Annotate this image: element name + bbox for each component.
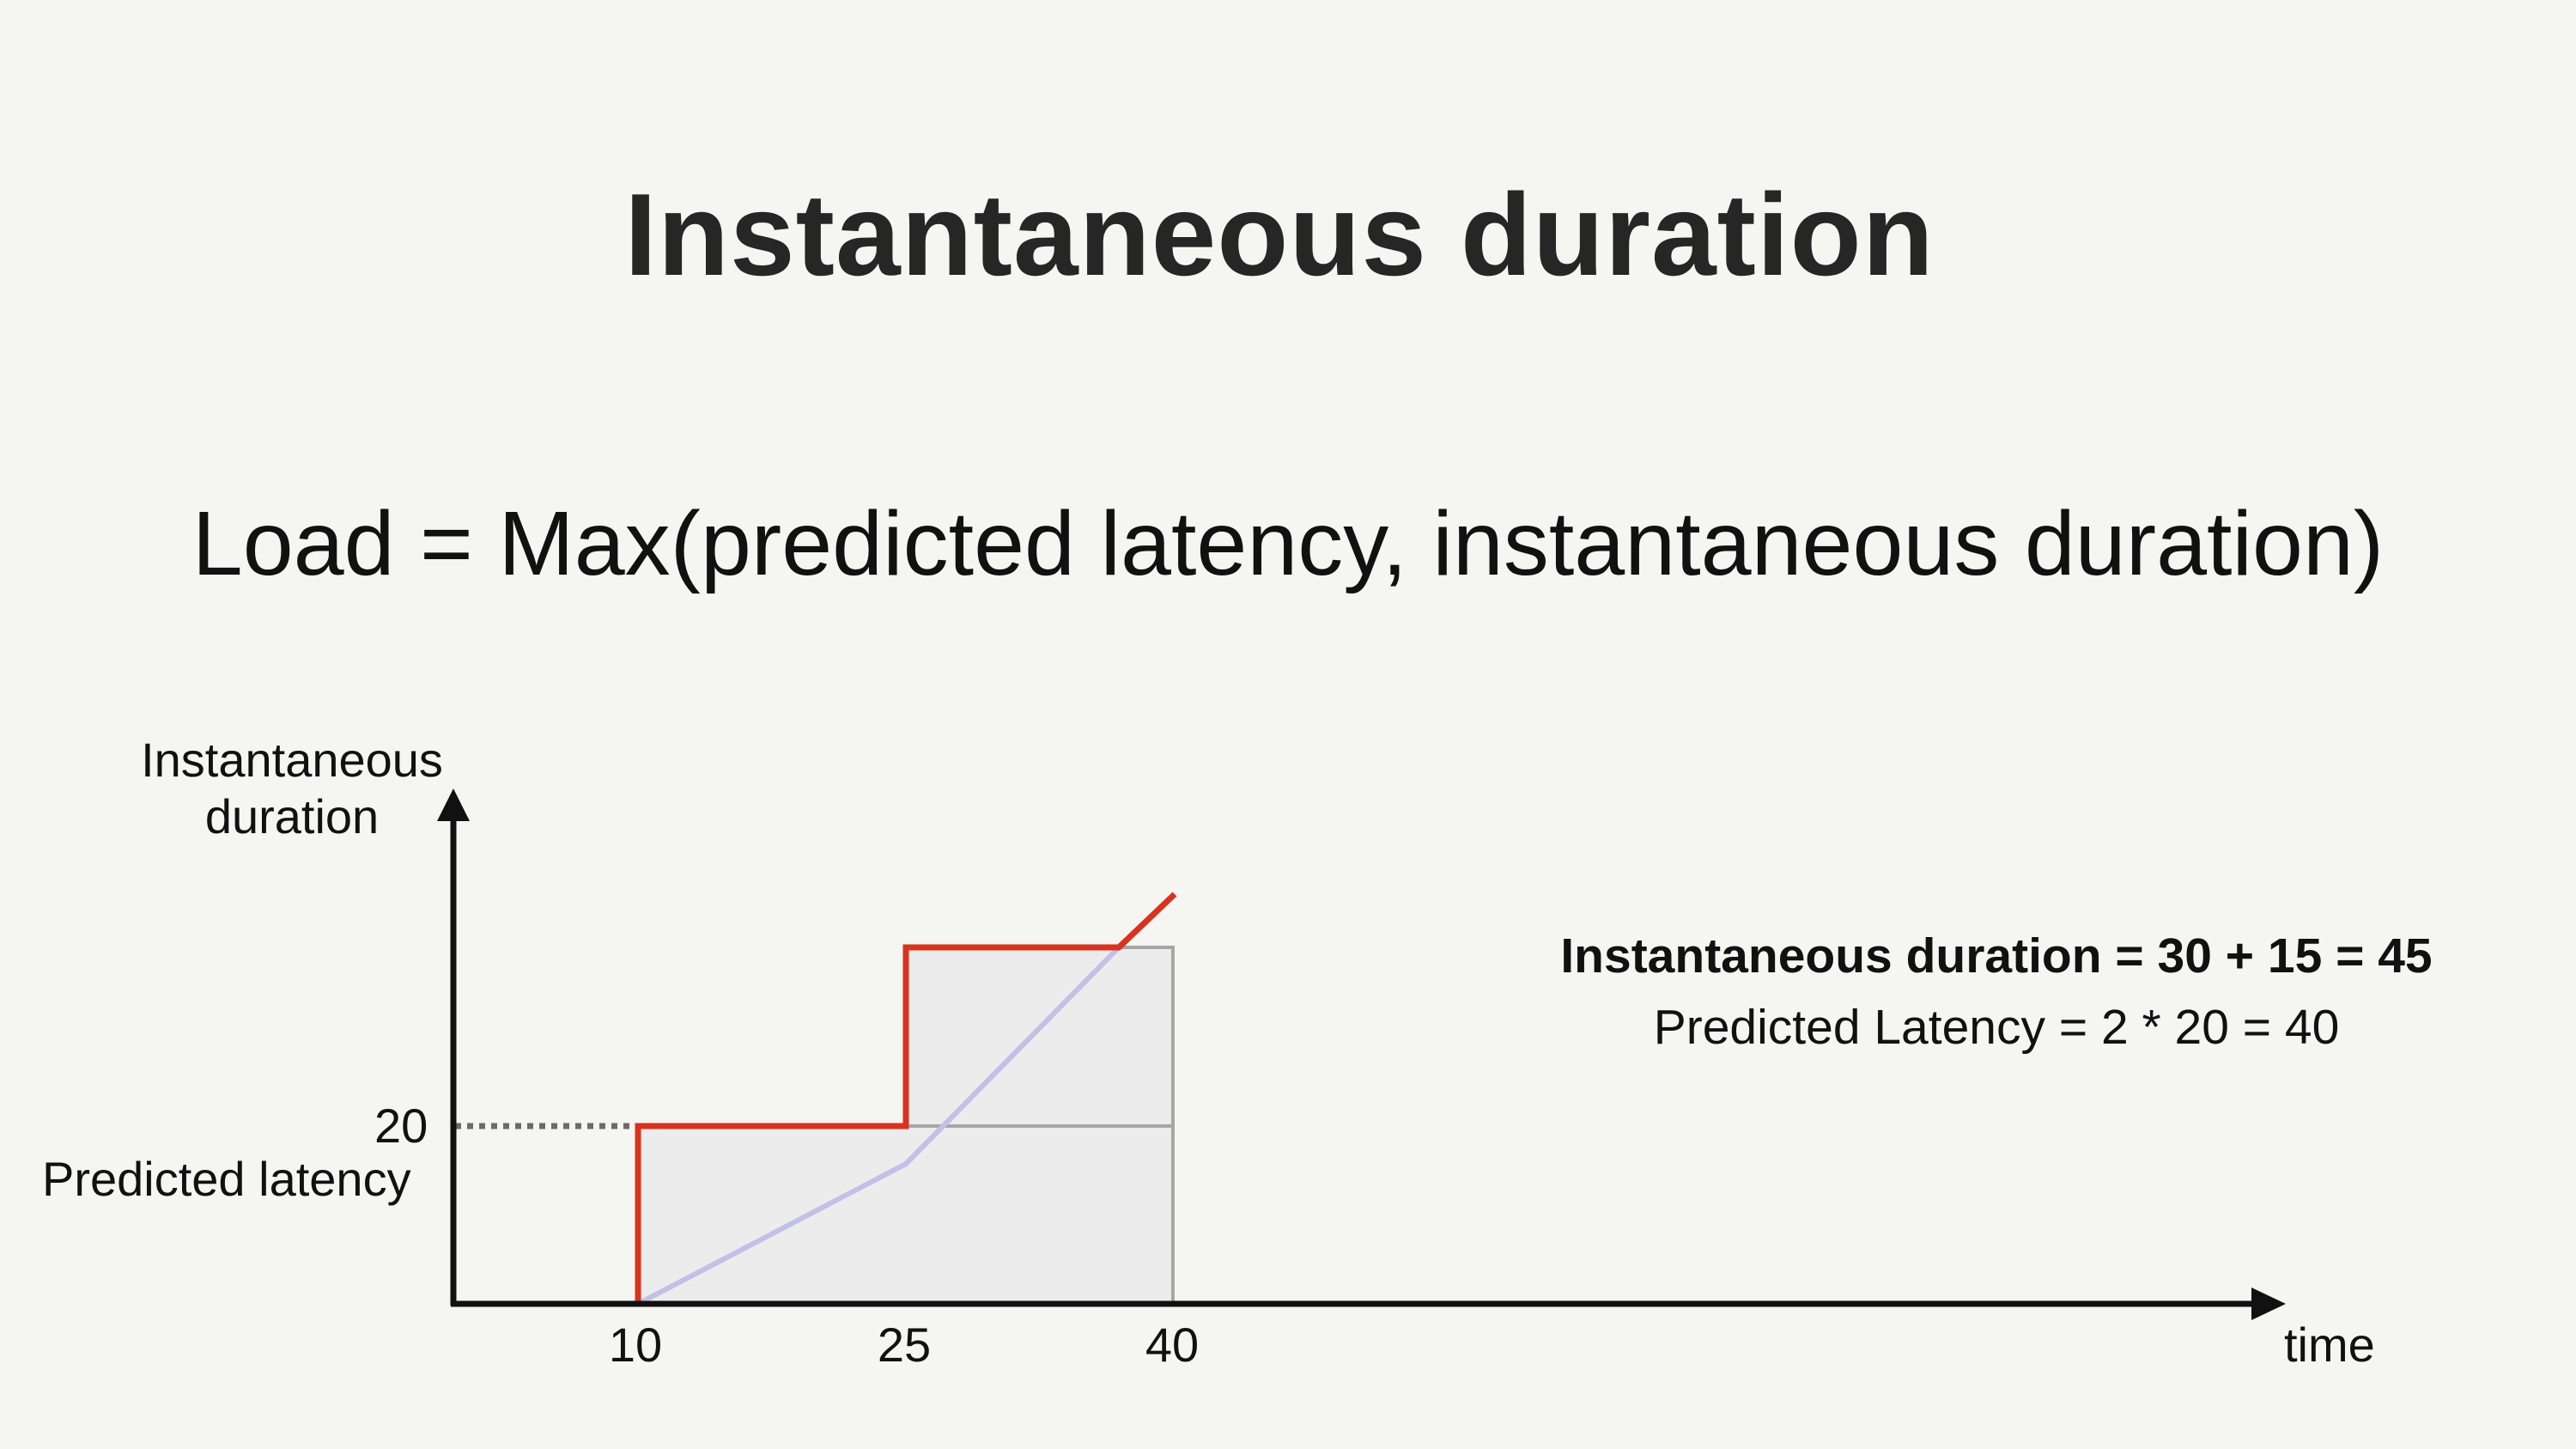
- x-tick-25: 25: [877, 1318, 932, 1372]
- slide-title: Instantaneous duration: [624, 169, 1935, 300]
- x-axis-arrow: [2251, 1288, 2286, 1320]
- load-formula: Load = Max(predicted latency, instantane…: [191, 493, 2385, 594]
- y-axis-label: Instantaneous duration: [129, 732, 455, 845]
- y-axis-arrow: [437, 788, 470, 821]
- lower-request-box: [636, 1124, 1175, 1306]
- predicted-latency-note: Predicted Latency = 2 * 20 = 40: [1653, 1000, 2340, 1055]
- x-axis-label: time: [2284, 1318, 2375, 1372]
- upper-request-box: [904, 946, 1175, 1128]
- y-axis-label-line1: Instantaneous: [141, 733, 443, 787]
- load-step-line: [635, 892, 1177, 1304]
- y-axis-label-line2: duration: [204, 789, 380, 843]
- x-tick-10: 10: [608, 1318, 663, 1372]
- x-tick-40: 40: [1145, 1318, 1200, 1372]
- elapsed-time-line: [636, 945, 1121, 1306]
- instantaneous-duration-note: Instantaneous duration = 30 + 15 = 45: [1560, 928, 2433, 983]
- y-tick-20: 20: [374, 1099, 428, 1153]
- y-tick-predicted-latency: Predicted latency: [42, 1152, 411, 1206]
